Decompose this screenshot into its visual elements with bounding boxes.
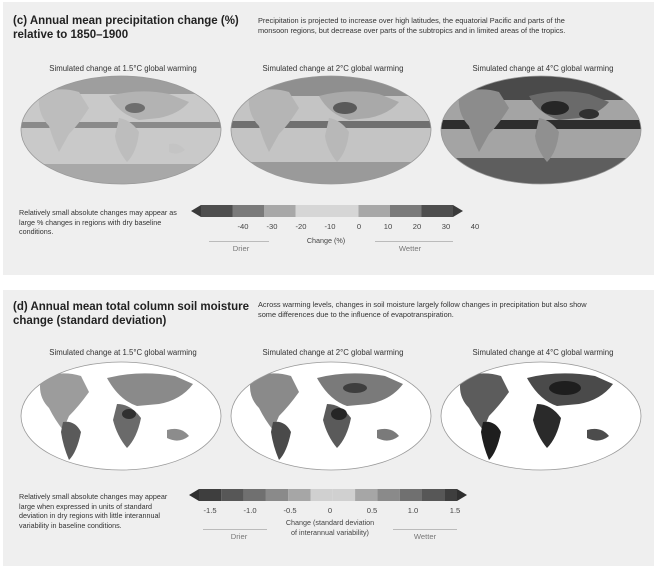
map-caption-d-2: Simulated change at 2°C global warming [262,348,404,357]
map-precip-4 [439,74,643,186]
wetter-arrow-line [375,241,453,242]
colorbar-c-label: Change (%) [306,236,346,245]
colorbar-d-label-line1: Change (standard deviation [285,518,375,527]
panel-precipitation: (c) Annual mean precipitation change (%)… [3,2,654,275]
map-caption-c-4: Simulated change at 4°C global warming [472,64,614,73]
cbar-c-tick: -40 [237,222,249,231]
panel-d-note: Relatively small absolute changes may ap… [19,492,168,530]
map-precip-1-5 [19,74,223,186]
map-caption-c-2: Simulated change at 2°C global warming [262,64,404,73]
drier-arrow-line [209,241,269,242]
cbar-c-tick: -30 [266,222,278,231]
colorbar-d-label-line2: of interannual variability) [291,528,369,537]
panel-c-description: Precipitation is projected to increase o… [258,16,566,35]
cbar-d-tick: 0 [327,506,333,515]
cbar-c-tick: 10 [383,222,393,231]
cbar-d-tick: -1.0 [243,506,257,515]
wetter-label-d: Wetter [413,532,437,541]
map-caption-d-1-5: Simulated change at 1.5°C global warming [49,348,197,357]
panel-soil-moisture: (d) Annual mean total column soil moistu… [3,290,654,566]
panel-c-note: Relatively small absolute changes may ap… [19,208,177,236]
map-soil-1-5 [19,360,223,472]
panel-c-title: (c) Annual mean precipitation change (%)… [13,15,239,41]
map-caption-c-1-5: Simulated change at 1.5°C global warming [49,64,197,73]
drier-label-c: Drier [232,244,250,253]
cbar-c-tick: 20 [412,222,422,231]
colorbar-soil-moisture [189,489,467,501]
cbar-c-tick: -10 [324,222,336,231]
drier-arrow-line [203,529,267,530]
colorbar-precip [191,205,463,217]
cbar-d-tick: -1.5 [203,506,217,515]
cbar-d-tick: 1.5 [449,506,461,515]
cbar-c-tick: 0 [356,222,362,231]
map-precip-2 [229,74,433,186]
panel-d-title: (d) Annual mean total column soil moistu… [13,301,249,327]
map-caption-d-4: Simulated change at 4°C global warming [472,348,614,357]
cbar-d-tick: 1.0 [407,506,419,515]
cbar-c-tick: 40 [470,222,480,231]
panel-d-description: Across warming levels, changes in soil m… [258,300,587,319]
map-soil-4 [439,360,643,472]
wetter-arrow-line [393,529,457,530]
cbar-d-tick: -0.5 [283,506,297,515]
cbar-c-tick: 30 [441,222,451,231]
cbar-c-tick: -20 [295,222,307,231]
map-soil-2 [229,360,433,472]
drier-label-d: Drier [230,532,248,541]
wetter-label-c: Wetter [398,244,422,253]
cbar-d-tick: 0.5 [366,506,378,515]
